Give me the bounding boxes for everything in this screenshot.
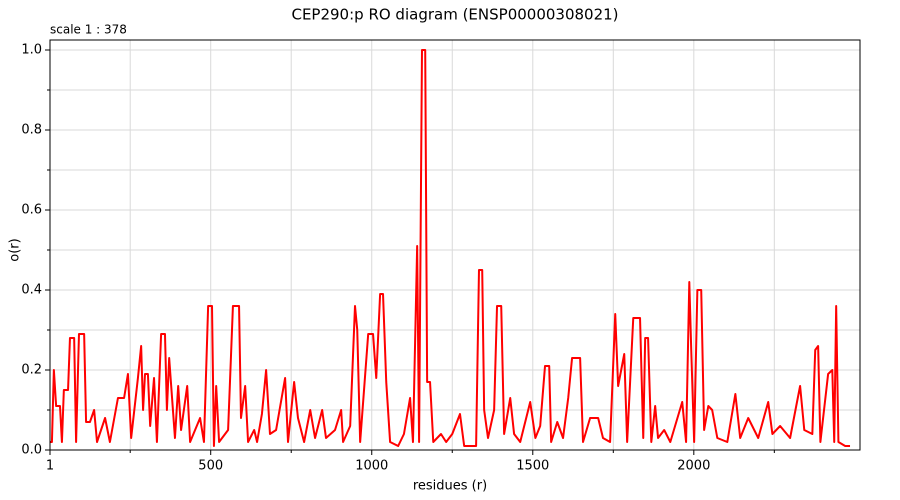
plot-frame	[49, 39, 861, 451]
x-tick-label: 2000	[677, 459, 710, 474]
y-tick-label: 1.0	[21, 43, 42, 58]
x-tick-label: 1500	[516, 459, 549, 474]
x-tick-label: 1	[46, 459, 54, 474]
y-tick-label: 0.2	[21, 363, 42, 378]
y-tick-label: 0.4	[21, 283, 42, 298]
scale-annotation: scale 1 : 378	[50, 23, 127, 37]
plot-data	[50, 49, 851, 447]
chart-title: CEP290:p RO diagram (ENSP00000308021)	[291, 6, 618, 24]
y-axis-label: o(r)	[8, 238, 23, 261]
y-tick-label: 0.6	[21, 203, 42, 218]
data-line	[50, 49, 851, 447]
x-tick-label: 500	[198, 459, 223, 474]
x-axis-label: residues (r)	[413, 479, 487, 494]
y-tick-label: 0.8	[21, 123, 42, 138]
y-tick-label: 0.0	[21, 443, 42, 458]
x-tick-label: 1000	[355, 459, 388, 474]
